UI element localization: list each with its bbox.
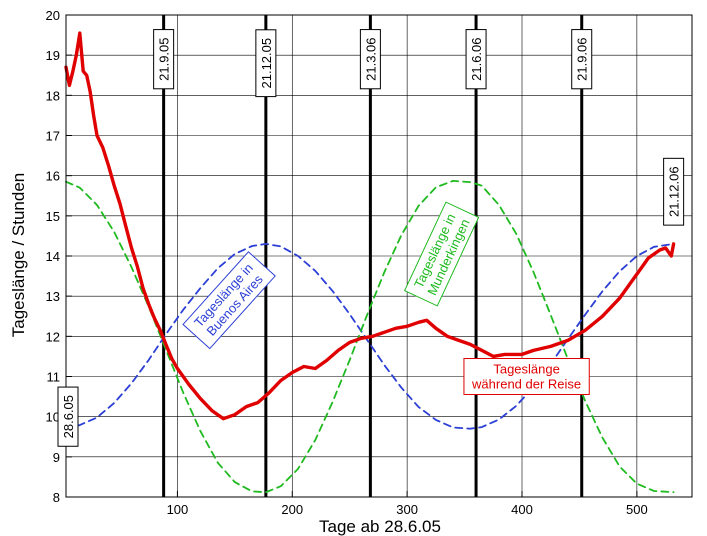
date-marker-label: 21.6.06 bbox=[465, 29, 487, 90]
x-axis-label: Tage ab 28.6.05 bbox=[319, 517, 441, 536]
tick-label-x: 400 bbox=[511, 502, 533, 517]
tick-label-y: 14 bbox=[46, 249, 60, 264]
date-label-text: 21.9.05 bbox=[157, 37, 172, 80]
date-label-text: 28.6.05 bbox=[61, 395, 76, 438]
series-lines bbox=[64, 31, 676, 494]
tick-label-y: 10 bbox=[46, 410, 60, 425]
tick-label-x: 300 bbox=[396, 502, 418, 517]
tick-label-y: 19 bbox=[46, 48, 60, 63]
tick-label-y: 12 bbox=[46, 329, 60, 344]
date-label-text: 21.12.06 bbox=[667, 166, 682, 217]
tick-label-y: 13 bbox=[46, 289, 60, 304]
date-label-box bbox=[255, 29, 277, 98]
date-label-text: 21.9.06 bbox=[575, 37, 590, 80]
annotation-box bbox=[463, 358, 590, 395]
tick-label-x: 100 bbox=[167, 502, 189, 517]
y-axis-label: Tageslänge / Stunden bbox=[9, 173, 28, 337]
marker-labels: 28.6.05 21.9.05 21.12.05 21.3.06 21.6.06 21.9… bbox=[57, 29, 685, 447]
annotation-text: während der Reise bbox=[471, 377, 581, 392]
date-label-text: 21.12.05 bbox=[259, 38, 274, 89]
tick-label-y: 17 bbox=[46, 129, 60, 144]
date-label-box bbox=[57, 386, 79, 447]
date-marker-label: 21.12.05 bbox=[255, 29, 277, 98]
tick-label-y: 8 bbox=[53, 490, 60, 505]
date-label-box bbox=[153, 29, 175, 90]
date-label-box bbox=[571, 29, 593, 90]
date-label-text: 21.3.06 bbox=[363, 37, 378, 80]
tick-label-y: 15 bbox=[46, 209, 60, 224]
date-marker-label: 21.12.06 bbox=[663, 157, 685, 226]
date-label-box bbox=[359, 29, 381, 90]
date-label-text: 21.6.06 bbox=[469, 37, 484, 80]
axis-ticks: 8 9 10 11 12 13 14 15 16 17 18 19 20 100 200 300 400 500 bbox=[46, 8, 648, 517]
series-line-buenos bbox=[65, 242, 675, 430]
date-marker-label: 21.3.06 bbox=[359, 29, 381, 90]
date-markers bbox=[162, 15, 584, 497]
series-line-reise bbox=[64, 31, 676, 421]
tick-label-y: 9 bbox=[53, 450, 60, 465]
annotation-box bbox=[403, 201, 480, 307]
tick-label-y: 11 bbox=[47, 370, 61, 385]
tick-label-x: 200 bbox=[281, 502, 303, 517]
tick-label-y: 18 bbox=[46, 88, 60, 103]
date-marker-label: 28.6.05 bbox=[57, 386, 79, 447]
date-marker-label: 21.9.06 bbox=[571, 29, 593, 90]
date-marker-label: 21.9.05 bbox=[153, 29, 175, 90]
annotation-box bbox=[182, 251, 276, 350]
tick-label-x: 500 bbox=[626, 502, 648, 517]
tick-label-y: 16 bbox=[46, 169, 60, 184]
annotation-text: Tageslänge bbox=[493, 362, 560, 377]
date-label-box bbox=[465, 29, 487, 90]
date-label-box bbox=[663, 157, 685, 226]
tick-label-y: 20 bbox=[46, 8, 60, 23]
series-line-munder bbox=[65, 179, 675, 494]
